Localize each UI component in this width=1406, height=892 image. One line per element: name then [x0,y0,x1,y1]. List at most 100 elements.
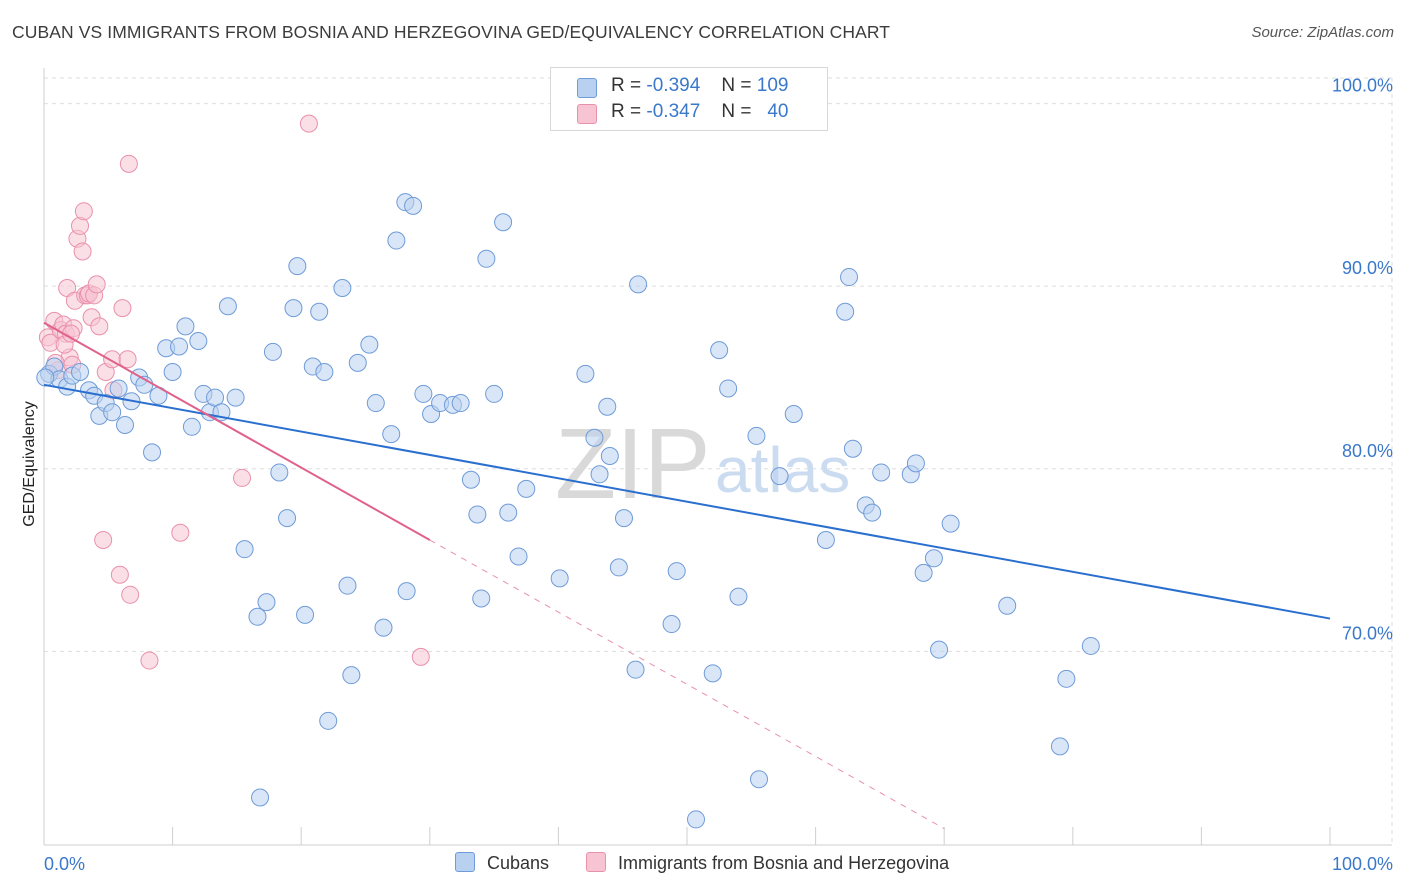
watermark-zip: ZIP [555,408,711,520]
cubans-point [710,341,729,360]
legend-n-value-bosnia: 40 [767,101,789,122]
cubans-point [342,666,361,685]
y-tick-label: 80.0% [1342,441,1393,461]
y-tick-label: 100.0% [1332,76,1393,96]
cubans-point [930,640,949,659]
axis-layer [43,68,1392,846]
cubans-point [235,540,254,559]
bosnia-point [94,531,113,550]
cubans-point [71,363,90,382]
cubans-point [843,439,862,458]
y-tick-label: 90.0% [1342,258,1393,278]
legend-n-label: N = [721,75,752,96]
cubans-point [719,379,738,398]
bosnia-point [121,585,140,604]
cubans-point [614,509,633,528]
cubans-point [288,257,307,276]
cubans-point [218,297,237,316]
series-cubans-points [36,193,1100,829]
bosnia-point [73,242,92,261]
bosnia-point [299,114,318,133]
legend-r-value-bosnia: -0.347 [646,101,701,122]
cubans-point [103,403,122,422]
bosnia-point [90,317,109,336]
cubans-point [770,467,789,486]
cubans-point [1081,636,1100,655]
bottom-legend-bosnia: Immigrants from Bosnia and Herzegovina [586,852,949,874]
cubans-point [703,664,722,683]
cubans-point [1057,669,1076,688]
cubans-point [924,549,943,568]
bosnia-point [110,565,129,584]
x-tick-label-max: 100.0% [1332,854,1393,874]
tick-labels: 70.0% 80.0% 90.0% 100.0% 0.0% 100.0% [44,76,1393,874]
legend-r-value-cubans: -0.394 [646,75,701,96]
cubans-point [348,353,367,372]
cubans-point [662,615,681,634]
cubans-point [257,593,276,612]
bosnia-point [171,523,190,542]
cubans-point [667,562,686,581]
cubans-point [319,711,338,730]
cubans-point [397,582,416,601]
cubans-point [182,417,201,436]
cubans-point [163,363,182,382]
source-label: Source: ZipAtlas.com [1251,24,1394,41]
legend: R = -0.394 N = 109 R = -0.347 N = 40 [550,67,828,131]
cubans-point [576,364,595,383]
bottom-legend-swatch-bosnia [586,852,606,872]
cubans-point [387,231,406,250]
bottom-legend-cubans: Cubans [455,852,549,874]
cubans-point [840,268,859,287]
bosnia-point [140,651,159,670]
cubans-point [36,368,55,387]
cubans-point [296,605,315,624]
cubans-point [248,607,267,626]
cubans-point [872,463,891,482]
bosnia-point [113,299,132,318]
cubans-point [468,505,487,524]
cubans-point [414,384,433,403]
x-tick-label-min: 0.0% [44,854,85,874]
cubans-point [315,363,334,382]
cubans-point [1050,737,1069,756]
bottom-legend-swatch-cubans [455,852,475,872]
cubans-point [585,428,604,447]
cubans-point [451,394,470,413]
cubans-point [485,384,504,403]
bosnia-point [74,202,93,221]
cubans-point [284,299,303,318]
cubans-point [143,443,162,462]
cubans-trend-line [43,383,1331,620]
cubans-point [550,569,569,588]
cubans-point [360,335,379,354]
trend-lines [43,321,1331,830]
cubans-point [998,596,1017,615]
cubans-point [472,589,491,608]
cubans-point [189,331,208,350]
cubans-point [109,379,128,398]
cubans-point [404,196,423,215]
bosnia-point [87,275,106,294]
cubans-point [863,503,882,522]
cubans-point [941,514,960,533]
cubans-point [116,415,135,434]
cubans-point [509,547,528,566]
cubans-point [598,397,617,416]
cubans-point [338,576,357,595]
cubans-point [629,275,648,294]
bosnia-trend-line [43,321,431,541]
bosnia-point [119,154,138,173]
cubans-point [176,317,195,336]
cubans-point [499,503,518,522]
cubans-point [170,337,189,356]
cubans-point [816,531,835,550]
cubans-point [609,558,628,577]
chart-title: CUBAN VS IMMIGRANTS FROM BOSNIA AND HERZ… [12,22,891,42]
bosnia-point [118,350,137,369]
cubans-point [626,660,645,679]
cubans-point [784,405,803,424]
bosnia-point [233,468,252,487]
legend-swatch-cubans [577,78,597,98]
